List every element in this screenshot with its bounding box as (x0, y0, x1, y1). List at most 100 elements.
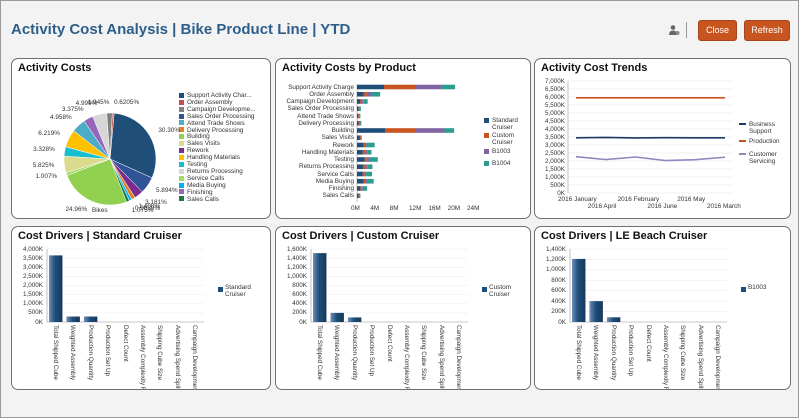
bar (313, 253, 327, 322)
x-tick-label: Defect Count (644, 325, 652, 362)
x-tick-label: 24M (467, 205, 480, 212)
bar-segment (360, 99, 363, 104)
y-tick-label: 1,200K (546, 255, 566, 263)
category-label: Support Activity Charge (288, 83, 354, 91)
bar (572, 258, 586, 322)
legend-label: Sales Visits (187, 140, 220, 148)
category-label: Media Buying (315, 177, 354, 185)
bar (49, 255, 63, 322)
user-settings-icon[interactable] (668, 24, 680, 36)
x-tick-label: Advertising Spend Split (696, 325, 704, 390)
pie-slice-label: 0.9089% (134, 205, 161, 213)
bar-segment (357, 164, 364, 170)
pie-slice-label: 3.375% (61, 105, 84, 113)
pie-legend-item: Sales Calls (179, 196, 219, 203)
bar-segment (360, 186, 362, 191)
pie-legend-item: Support Activity Char... (179, 92, 252, 99)
bar-segment (363, 164, 367, 170)
cost-drivers-chart (46, 248, 223, 323)
bar-segment (366, 171, 372, 177)
bar-segment (367, 149, 372, 155)
bar (347, 317, 362, 322)
y-tick-label: 800K (551, 276, 566, 284)
legend-label: Order Assembly (187, 98, 233, 106)
drivers-lebeach-panel: Cost Drivers | LE Beach Cruiser 0K 200K 40… (534, 226, 791, 390)
legend-swatch (179, 134, 184, 140)
category-label: Sales Order Processing (287, 105, 355, 113)
x-tick-label: 0M (351, 205, 360, 212)
legend-swatch (484, 118, 489, 123)
drivers-custom-panel: Cost Drivers | Custom Cruiser 0K 200K 400K… (275, 226, 531, 390)
bar-segment (362, 149, 366, 155)
bar-segment (359, 135, 361, 141)
y-tick-label: 400K (551, 297, 566, 305)
bar-segment (357, 186, 361, 191)
category-label: Attend Trade Shows (297, 112, 354, 120)
x-tick-label: Campaign Development Hours (191, 325, 199, 390)
bar-segment (364, 157, 367, 162)
close-button[interactable]: Close (698, 20, 737, 41)
refresh-button[interactable]: Refresh (744, 20, 790, 41)
legend-swatch (739, 153, 746, 155)
legend-label: Custom Cruiser (492, 132, 515, 146)
header-separator (686, 22, 687, 38)
pie-slice-label: 3.328% (33, 145, 55, 153)
bar-segment (366, 142, 375, 148)
page-title: Activity Cost Analysis | Bike Product Li… (11, 21, 351, 38)
bar-segment (385, 128, 416, 133)
legend-swatch (179, 168, 184, 174)
y-tick-label: 500K (28, 309, 43, 317)
category-label: Building (331, 127, 354, 134)
bar-segment (365, 149, 368, 155)
y-tick-label: 6,500K (545, 85, 565, 93)
legend-label: Attend Trade Shows (187, 119, 245, 127)
y-tick-label: 1,600K (287, 245, 307, 253)
bar-segment (366, 91, 372, 97)
x-tick-label: 8M (389, 205, 399, 212)
bar-segment (361, 186, 363, 191)
bar-segment (363, 142, 366, 148)
legend-swatch (179, 175, 184, 181)
bar-segment (358, 106, 360, 112)
x-tick-label: Assembly Complexity Factor (138, 325, 146, 390)
y-tick-label: 4,000K (23, 245, 43, 253)
y-tick-label: 500K (550, 181, 565, 189)
bar-segment (365, 178, 367, 184)
pie-slice-label: 0.6205% (113, 99, 140, 107)
legend-label: Testing (187, 161, 208, 168)
legend-label: Building (187, 133, 210, 141)
x-tick-label: Campaign Development Hours (714, 325, 722, 390)
category-label: Finishing (328, 185, 354, 192)
pie-slice-label: 1.007% (35, 173, 58, 181)
x-tick-label: Defect Count (385, 325, 393, 362)
pie-slice (109, 112, 157, 179)
x-tick-label: Total Shipped Cube (315, 325, 323, 380)
pie-legend-item: Sales Order Processing (179, 113, 255, 120)
drivers-standard-panel: Cost Drivers | Standard Cruiser 0K 500K 1,… (11, 226, 271, 390)
pie-legend-item: Campaign Developme... (179, 106, 256, 113)
y-tick-label: 1,500K (545, 165, 565, 173)
y-tick-label: 1,000K (546, 266, 566, 274)
x-tick-label: Total Shipped Cube (51, 325, 59, 380)
x-tick-label: Production Set Up (104, 325, 112, 377)
legend-swatch (179, 127, 184, 133)
legend-swatch (218, 287, 223, 292)
x-tick-label: Production Set Up (627, 325, 635, 377)
x-tick-label: Assembly Complexity Factor (661, 325, 669, 390)
legend-swatch (179, 99, 184, 105)
bar-segment (415, 84, 442, 90)
x-tick-label: 2016 March (707, 203, 741, 210)
bar-segment (357, 91, 364, 97)
pie-slice-label: 1.400% (138, 203, 161, 211)
legend-swatch (739, 140, 746, 142)
y-tick-label: 1,000K (545, 173, 565, 181)
x-tick-label: Advertising Spend Split (437, 325, 445, 390)
y-tick-label: 0K (557, 189, 565, 197)
bar-segment (363, 178, 366, 184)
bar (66, 316, 80, 322)
cost-drivers-chart (310, 248, 487, 323)
x-tick-label: 2016 February (617, 196, 660, 203)
x-tick-label: 20M (447, 205, 461, 212)
bar-segment (371, 91, 381, 97)
y-tick-label: 7,000K (545, 77, 565, 85)
